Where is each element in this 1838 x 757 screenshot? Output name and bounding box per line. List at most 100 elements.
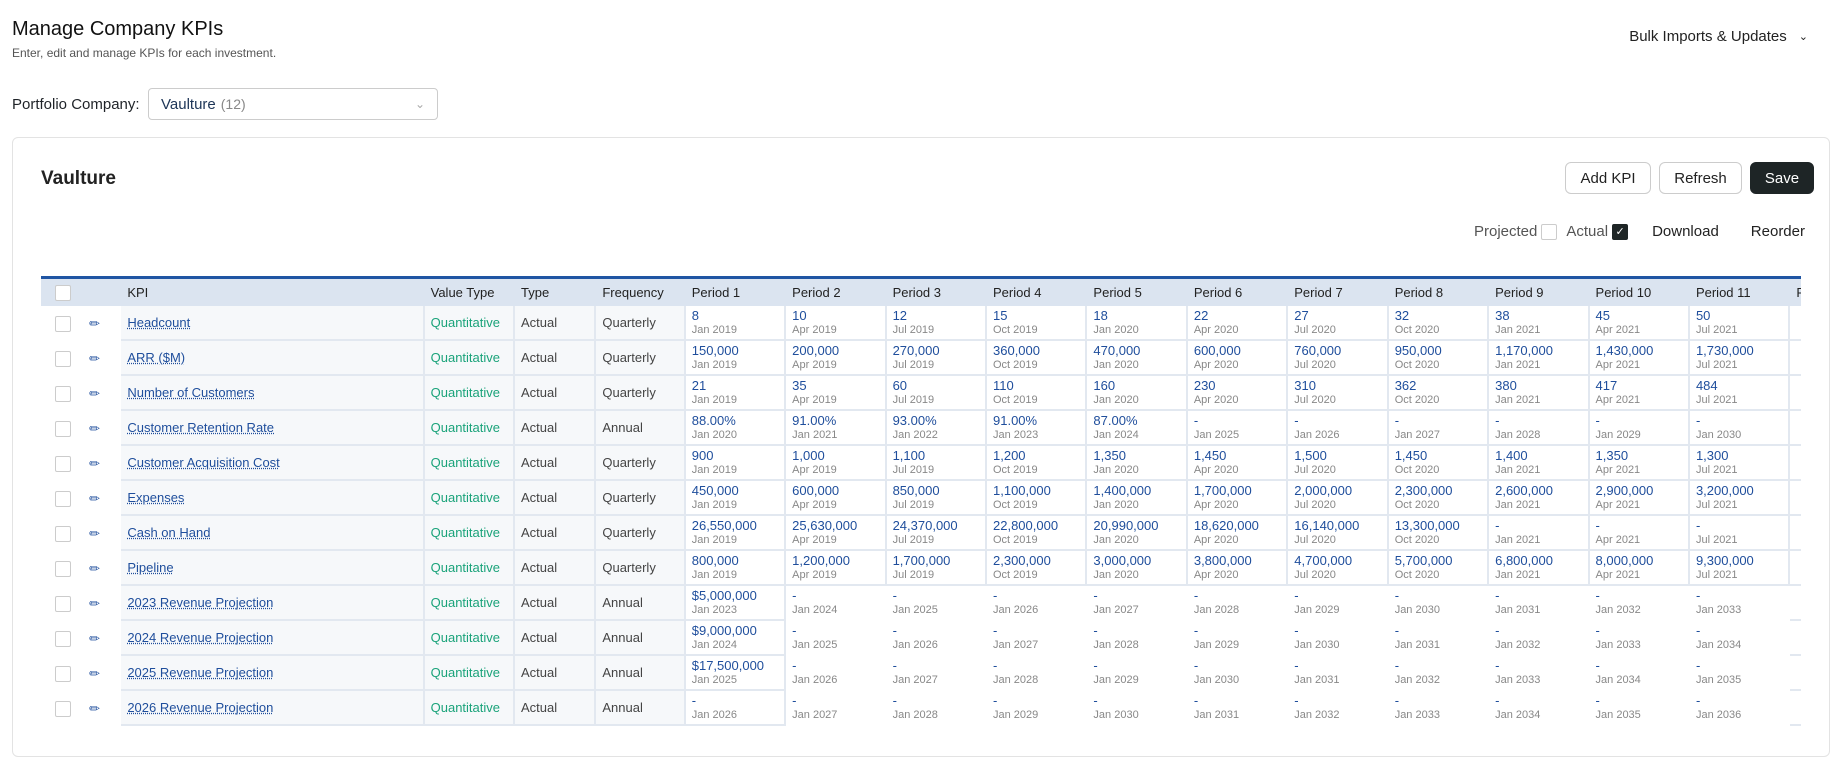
- kpi-link[interactable]: 2023 Revenue Projection: [127, 595, 274, 610]
- pencil-icon[interactable]: ✏︎: [89, 455, 101, 471]
- period-cell[interactable]: 270,000 Jul 2019: [886, 341, 987, 376]
- period-cell[interactable]: 1,430,000 Apr 2021: [1589, 341, 1690, 376]
- period-cell[interactable]: - Jan 2028: [987, 656, 1088, 691]
- period-cell[interactable]: - Jan 2030: [1087, 691, 1188, 726]
- period-cell[interactable]: - Jan 2028: [1087, 621, 1188, 656]
- period-cell[interactable]: 360,000 Oct 2019: [987, 341, 1088, 376]
- period-cell[interactable]: [1790, 691, 1801, 726]
- period-cell[interactable]: 2,900,000 Apr 2021: [1589, 481, 1690, 516]
- period-cell[interactable]: [1790, 306, 1801, 341]
- period-cell[interactable]: 60 Jul 2019: [886, 376, 987, 411]
- period-cell[interactable]: 35 Apr 2019: [786, 376, 887, 411]
- kpi-table-scroll[interactable]: KPI Value Type Type Frequency Period 1 Period…: [41, 276, 1801, 756]
- period-cell[interactable]: 1,400,000 Jan 2020: [1087, 481, 1188, 516]
- kpi-link[interactable]: Cash on Hand: [127, 525, 211, 540]
- reorder-button[interactable]: Reorder: [1750, 223, 1805, 240]
- pencil-icon[interactable]: ✏︎: [89, 630, 101, 646]
- period-cell[interactable]: 18 Jan 2020: [1087, 306, 1188, 341]
- period-cell[interactable]: 1,450 Oct 2020: [1388, 446, 1490, 481]
- period-cell[interactable]: 2,000,000 Jul 2020: [1288, 481, 1389, 516]
- pencil-icon[interactable]: ✏︎: [89, 350, 101, 366]
- period-cell[interactable]: 18,620,000 Apr 2020: [1187, 516, 1289, 551]
- actual-checkbox[interactable]: ✓: [1612, 223, 1629, 240]
- period-cell[interactable]: 760,000 Jul 2020: [1288, 341, 1389, 376]
- period-cell[interactable]: [1790, 411, 1801, 446]
- period-cell[interactable]: - Jan 2029: [1288, 586, 1389, 621]
- period-cell[interactable]: 1,350 Apr 2021: [1589, 446, 1690, 481]
- row-checkbox[interactable]: [55, 595, 71, 612]
- period-cell[interactable]: - Jan 2031: [1288, 656, 1389, 691]
- period-cell[interactable]: - Jan 2026: [685, 691, 787, 726]
- period-cell[interactable]: [1790, 516, 1801, 551]
- period-cell[interactable]: [1790, 481, 1801, 516]
- period-cell[interactable]: - Jan 2028: [886, 691, 987, 726]
- period-cell[interactable]: 1,100,000 Oct 2019: [987, 481, 1088, 516]
- period-cell[interactable]: - Jan 2030: [1689, 411, 1791, 446]
- period-cell[interactable]: 1,700,000 Apr 2020: [1187, 481, 1289, 516]
- period-cell[interactable]: 950,000 Oct 2020: [1388, 341, 1490, 376]
- period-cell[interactable]: 88.00% Jan 2020: [685, 411, 787, 446]
- period-cell[interactable]: - Jan 2021: [1489, 516, 1590, 551]
- period-cell[interactable]: - Jan 2032: [1489, 621, 1590, 656]
- pencil-icon[interactable]: ✏︎: [89, 420, 101, 436]
- download-button[interactable]: Download: [1652, 223, 1719, 240]
- row-checkbox[interactable]: [55, 490, 71, 507]
- kpi-link[interactable]: 2024 Revenue Projection: [127, 630, 274, 645]
- period-cell[interactable]: 45 Apr 2021: [1589, 306, 1690, 341]
- period-cell[interactable]: 1,300 Jul 2021: [1689, 446, 1791, 481]
- period-cell[interactable]: 1,000 Apr 2019: [786, 446, 887, 481]
- period-cell[interactable]: - Jan 2026: [886, 621, 987, 656]
- period-cell[interactable]: 27 Jul 2020: [1288, 306, 1389, 341]
- period-cell[interactable]: 9,300,000 Jul 2021: [1689, 551, 1791, 586]
- period-cell[interactable]: 600,000 Apr 2020: [1187, 341, 1289, 376]
- period-cell[interactable]: 160 Jan 2020: [1087, 376, 1188, 411]
- period-cell[interactable]: - Jan 2033: [1589, 621, 1690, 656]
- period-cell[interactable]: 20,990,000 Jan 2020: [1087, 516, 1188, 551]
- period-cell[interactable]: - Jan 2031: [1489, 586, 1590, 621]
- period-cell[interactable]: 1,700,000 Jul 2019: [886, 551, 987, 586]
- pencil-icon[interactable]: ✏︎: [89, 525, 101, 541]
- period-cell[interactable]: [1790, 446, 1801, 481]
- period-cell[interactable]: - Jan 2024: [786, 586, 887, 621]
- period-cell[interactable]: 3,800,000 Apr 2020: [1187, 551, 1289, 586]
- kpi-link[interactable]: Expenses: [127, 490, 185, 505]
- period-cell[interactable]: 110 Oct 2019: [987, 376, 1088, 411]
- period-cell[interactable]: 1,200,000 Apr 2019: [786, 551, 887, 586]
- period-cell[interactable]: - Jan 2029: [1087, 656, 1188, 691]
- period-cell[interactable]: 4,700,000 Jul 2020: [1288, 551, 1389, 586]
- period-cell[interactable]: - Jan 2026: [1288, 411, 1389, 446]
- period-cell[interactable]: - Jan 2030: [1388, 586, 1490, 621]
- kpi-link[interactable]: 2025 Revenue Projection: [127, 665, 274, 680]
- row-checkbox[interactable]: [55, 455, 71, 472]
- period-cell[interactable]: $9,000,000 Jan 2024: [685, 621, 787, 656]
- period-cell[interactable]: 3,200,000 Jul 2021: [1689, 481, 1791, 516]
- period-cell[interactable]: - Jan 2032: [1589, 586, 1690, 621]
- period-cell[interactable]: - Jan 2029: [987, 691, 1088, 726]
- period-cell[interactable]: [1790, 586, 1801, 621]
- period-cell[interactable]: 380 Jan 2021: [1489, 376, 1590, 411]
- period-cell[interactable]: 1,450 Apr 2020: [1187, 446, 1289, 481]
- period-cell[interactable]: - Jan 2033: [1388, 691, 1490, 726]
- period-cell[interactable]: - Jan 2028: [1187, 586, 1289, 621]
- period-cell[interactable]: 1,500 Jul 2020: [1288, 446, 1389, 481]
- period-cell[interactable]: [1790, 376, 1801, 411]
- period-cell[interactable]: 32 Oct 2020: [1388, 306, 1490, 341]
- row-checkbox[interactable]: [55, 350, 71, 367]
- period-cell[interactable]: 15 Oct 2019: [987, 306, 1088, 341]
- period-cell[interactable]: [1790, 551, 1801, 586]
- pencil-icon[interactable]: ✏︎: [89, 665, 101, 681]
- pencil-icon[interactable]: ✏︎: [89, 490, 101, 506]
- period-cell[interactable]: 1,350 Jan 2020: [1087, 446, 1188, 481]
- period-cell[interactable]: 13,300,000 Oct 2020: [1388, 516, 1490, 551]
- period-cell[interactable]: 22 Apr 2020: [1187, 306, 1289, 341]
- period-cell[interactable]: 800,000 Jan 2019: [685, 551, 787, 586]
- period-cell[interactable]: 484 Jul 2021: [1689, 376, 1791, 411]
- period-cell[interactable]: - Jan 2027: [987, 621, 1088, 656]
- row-checkbox[interactable]: [55, 525, 71, 542]
- period-cell[interactable]: $17,500,000 Jan 2025: [685, 656, 787, 691]
- period-cell[interactable]: 2,300,000 Oct 2019: [987, 551, 1088, 586]
- period-cell[interactable]: 12 Jul 2019: [886, 306, 987, 341]
- period-cell[interactable]: - Jan 2029: [1187, 621, 1289, 656]
- pencil-icon[interactable]: ✏︎: [89, 315, 101, 331]
- kpi-link[interactable]: Customer Acquisition Cost: [127, 455, 280, 470]
